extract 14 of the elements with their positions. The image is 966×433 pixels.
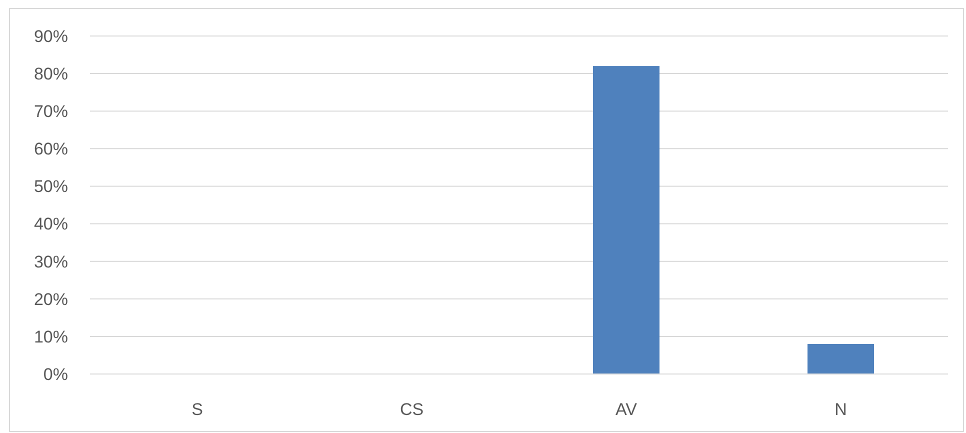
x-tick-label: AV xyxy=(616,400,638,419)
y-tick-label: 80% xyxy=(34,64,68,84)
x-tick-label: CS xyxy=(400,400,424,419)
x-tick-label: N xyxy=(834,400,847,419)
y-tick-label: 50% xyxy=(34,177,68,196)
x-tick-label: S xyxy=(192,400,203,419)
y-tick-label: 90% xyxy=(34,26,68,46)
y-tick-label: 20% xyxy=(34,290,68,309)
y-tick-label: 70% xyxy=(34,102,68,122)
y-tick-label: 10% xyxy=(34,327,68,346)
y-tick-label: 60% xyxy=(34,140,68,159)
y-tick-label: 40% xyxy=(34,214,68,234)
y-tick-label: 30% xyxy=(34,252,68,272)
y-tick-label: 0% xyxy=(43,364,68,384)
